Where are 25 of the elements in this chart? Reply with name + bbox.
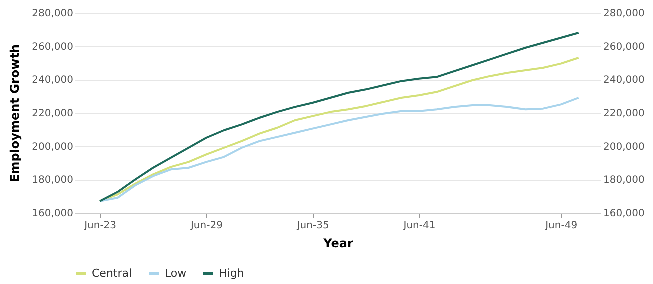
y-tick-label: 200,000 bbox=[32, 142, 74, 153]
legend-label: High bbox=[219, 266, 244, 280]
legend-label: Central bbox=[92, 266, 132, 280]
y2-tick-label: 180,000 bbox=[604, 175, 645, 186]
legend-label: Low bbox=[165, 266, 187, 280]
y-tick-label: 160,000 bbox=[32, 208, 74, 220]
y2-tick-label: 280,000 bbox=[604, 8, 645, 20]
y-tick-label: 280,000 bbox=[32, 8, 74, 20]
x-tick-label: Jun-49 bbox=[544, 220, 578, 232]
y2-tick-label: 260,000 bbox=[604, 42, 645, 53]
y2-tick-label: 240,000 bbox=[604, 75, 645, 86]
y-tick-label: 180,000 bbox=[32, 175, 74, 186]
x-tick-label: Jun-41 bbox=[402, 220, 436, 232]
y-tick-label: 220,000 bbox=[32, 108, 74, 120]
y-tick-label: 240,000 bbox=[32, 75, 74, 86]
line-series bbox=[99, 97, 580, 202]
y2-tick-label: 220,000 bbox=[604, 108, 645, 120]
x-tick-label: Jun-29 bbox=[190, 220, 223, 232]
y-axis-title: Employment Growth bbox=[8, 44, 22, 182]
x-tick-label: Jun-35 bbox=[296, 220, 330, 232]
y-tick-label: 260,000 bbox=[32, 42, 74, 53]
y2-tick-label: 160,000 bbox=[604, 208, 645, 220]
x-axis-title: Year bbox=[322, 236, 354, 250]
x-tick-label: Jun-23 bbox=[84, 220, 117, 232]
y2-tick-label: 200,000 bbox=[604, 142, 645, 153]
